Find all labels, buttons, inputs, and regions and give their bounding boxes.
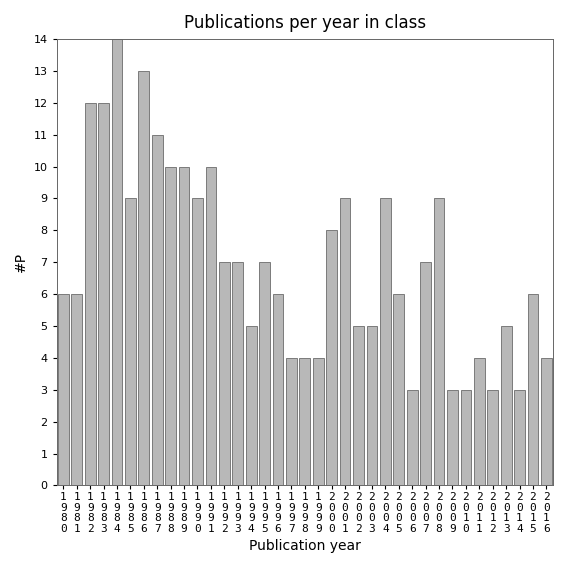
Bar [58,294,69,485]
Bar [286,358,297,485]
Bar [125,198,136,485]
Bar [166,167,176,485]
Title: Publications per year in class: Publications per year in class [184,14,426,32]
Bar [367,326,377,485]
Bar [340,198,350,485]
Bar [460,390,471,485]
Bar [246,326,256,485]
Bar [393,294,404,485]
Bar [541,358,552,485]
Bar [420,262,431,485]
Bar [434,198,445,485]
Bar [71,294,82,485]
Bar [179,167,189,485]
Bar [152,134,163,485]
Bar [206,167,216,485]
Bar [273,294,284,485]
Bar [528,294,538,485]
Bar [313,358,324,485]
X-axis label: Publication year: Publication year [249,539,361,553]
Y-axis label: #P: #P [14,252,28,272]
Bar [488,390,498,485]
Bar [327,230,337,485]
Bar [98,103,109,485]
Bar [219,262,230,485]
Bar [474,358,485,485]
Bar [112,39,122,485]
Bar [85,103,95,485]
Bar [259,262,270,485]
Bar [192,198,203,485]
Bar [138,71,149,485]
Bar [353,326,364,485]
Bar [447,390,458,485]
Bar [299,358,310,485]
Bar [407,390,417,485]
Bar [501,326,511,485]
Bar [232,262,243,485]
Bar [380,198,391,485]
Bar [514,390,525,485]
